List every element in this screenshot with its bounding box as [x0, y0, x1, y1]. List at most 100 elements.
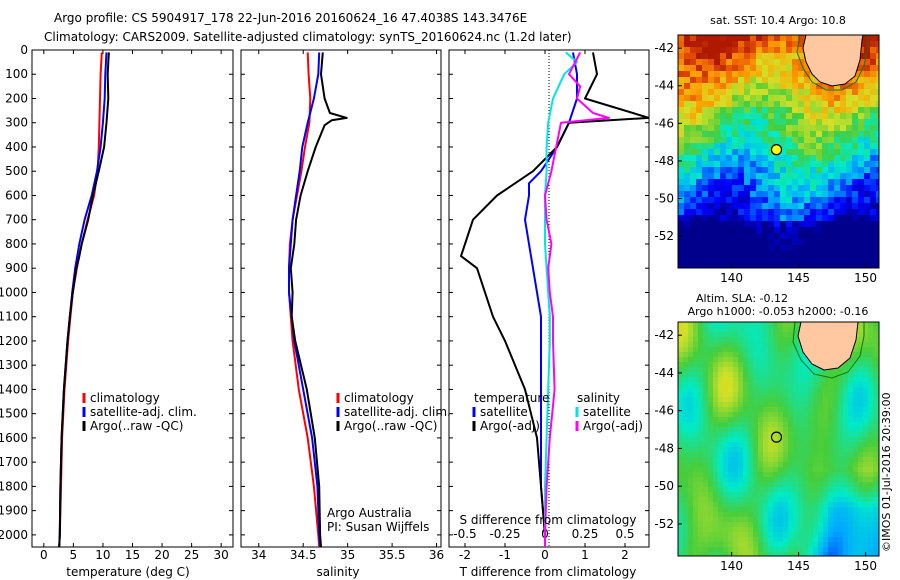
sla-cell: [733, 347, 738, 352]
sla-cell: [718, 502, 723, 507]
sla-cell: [728, 342, 733, 347]
sla-cell: [763, 502, 768, 507]
sla-cell: [743, 547, 748, 552]
sla-cell: [688, 547, 693, 552]
sla-cell: [873, 452, 878, 457]
sst-cell: [684, 191, 690, 197]
sla-cell: [838, 542, 843, 547]
sla-cell: [838, 472, 843, 477]
sla-cell: [768, 417, 773, 422]
depth-tick-label: 700: [5, 213, 28, 227]
sla-cell: [778, 407, 783, 412]
sla-cell: [838, 412, 843, 417]
sla-cell: [753, 347, 758, 352]
sst-cell: [858, 71, 864, 77]
sla-cell: [733, 412, 738, 417]
depth-tick-label: 400: [5, 140, 28, 154]
sla-cell: [778, 417, 783, 422]
sst-cell: [840, 221, 846, 227]
sla-cell: [678, 352, 683, 357]
sst-cell: [834, 227, 840, 233]
sla-cell: [823, 432, 828, 437]
temperature-depth-ticks: 0100200300400500600700800900100011001200…: [0, 43, 233, 542]
sst-cell: [798, 179, 804, 185]
sla-cell: [698, 552, 703, 556]
sla-cell: [728, 537, 733, 542]
sst-cell: [690, 131, 696, 137]
sla-cell: [818, 422, 823, 427]
sla-cell: [743, 502, 748, 507]
sla-cell: [733, 392, 738, 397]
sla-cell: [808, 472, 813, 477]
sst-cell: [702, 131, 708, 137]
sla-cell: [873, 437, 878, 442]
sst-cell: [768, 53, 774, 59]
sla-cell: [873, 482, 878, 487]
sst-cell: [780, 59, 786, 65]
sla-cell: [803, 417, 808, 422]
sst-cell: [690, 215, 696, 221]
sla-cell: [773, 362, 778, 367]
sla-cell: [808, 532, 813, 537]
sst-cell: [804, 149, 810, 155]
sst-cell: [762, 125, 768, 131]
sla-cell: [718, 482, 723, 487]
sla-cell: [868, 387, 873, 392]
sst-cell: [864, 215, 870, 221]
sst-cell: [864, 143, 870, 149]
sst-cell: [780, 215, 786, 221]
sla-cell: [753, 472, 758, 477]
sst-cell: [846, 173, 852, 179]
sst-cell: [864, 125, 870, 131]
sla-cell: [708, 412, 713, 417]
sla-cell: [823, 507, 828, 512]
sla-cell: [753, 332, 758, 337]
sla-cell: [748, 377, 753, 382]
sst-cell: [696, 179, 702, 185]
sla-cell: [748, 507, 753, 512]
sla-cell: [758, 517, 763, 522]
sla-cell: [688, 517, 693, 522]
sla-cell: [758, 382, 763, 387]
sst-cell: [870, 101, 876, 107]
sla-cell: [753, 467, 758, 472]
sst-cell: [720, 59, 726, 65]
sst-cell: [750, 41, 756, 47]
sst-cell: [876, 191, 879, 197]
sst-cell: [798, 209, 804, 215]
sla-cell: [733, 452, 738, 457]
sla-cell: [813, 422, 818, 427]
sst-cell: [852, 161, 858, 167]
sst-cell: [858, 161, 864, 167]
sst-cell: [846, 209, 852, 215]
sst-cell: [798, 161, 804, 167]
sla-cell: [718, 382, 723, 387]
sst-cell: [798, 245, 804, 251]
sla-cell: [813, 512, 818, 517]
sla-cell: [748, 352, 753, 357]
sla-cell: [853, 457, 858, 462]
sla-cell: [698, 352, 703, 357]
sst-cell: [708, 203, 714, 209]
sla-cell: [863, 447, 868, 452]
sst-cell: [822, 125, 828, 131]
sla-cell: [808, 477, 813, 482]
sla-cell: [758, 402, 763, 407]
sla-cell: [738, 387, 743, 392]
sla-cell: [758, 347, 763, 352]
sla-cell: [848, 477, 853, 482]
sla-cell: [853, 342, 858, 347]
sla-cell: [773, 347, 778, 352]
sst-cell: [714, 137, 720, 143]
sla-cell: [748, 427, 753, 432]
sst-cell: [786, 47, 792, 53]
sla-cell: [868, 467, 873, 472]
sla-cell: [723, 387, 728, 392]
sla-cell: [808, 362, 813, 367]
sst-cell: [732, 89, 738, 95]
sla-cell: [808, 522, 813, 527]
sla-cell: [843, 467, 848, 472]
sst-cell: [774, 167, 780, 173]
sla-cell: [723, 437, 728, 442]
sla-cell: [683, 452, 688, 457]
